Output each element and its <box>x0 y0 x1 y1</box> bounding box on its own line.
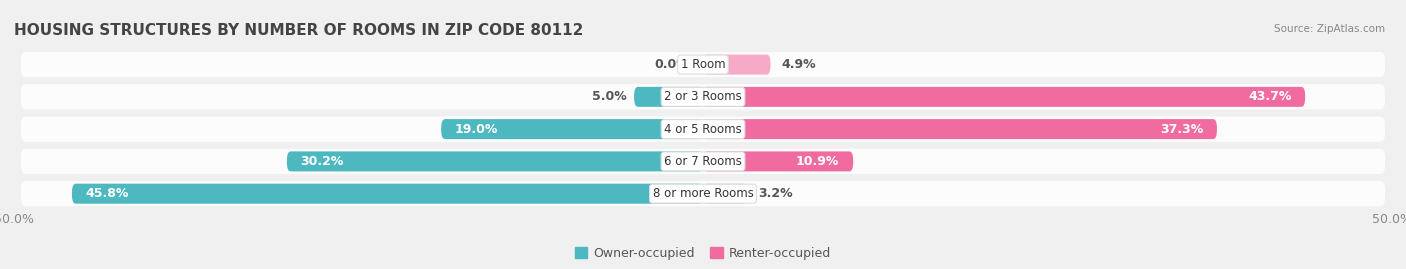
FancyBboxPatch shape <box>441 119 703 139</box>
FancyBboxPatch shape <box>703 184 747 204</box>
Text: 30.2%: 30.2% <box>301 155 344 168</box>
Text: 43.7%: 43.7% <box>1249 90 1291 103</box>
Text: 19.0%: 19.0% <box>456 123 498 136</box>
FancyBboxPatch shape <box>21 52 1385 77</box>
FancyBboxPatch shape <box>72 184 703 204</box>
Text: Source: ZipAtlas.com: Source: ZipAtlas.com <box>1274 24 1385 34</box>
Text: 6 or 7 Rooms: 6 or 7 Rooms <box>664 155 742 168</box>
FancyBboxPatch shape <box>287 151 703 171</box>
Text: 1 Room: 1 Room <box>681 58 725 71</box>
FancyBboxPatch shape <box>703 87 1305 107</box>
FancyBboxPatch shape <box>21 116 1385 142</box>
Text: HOUSING STRUCTURES BY NUMBER OF ROOMS IN ZIP CODE 80112: HOUSING STRUCTURES BY NUMBER OF ROOMS IN… <box>14 23 583 38</box>
Text: 0.0%: 0.0% <box>654 58 689 71</box>
Text: 4.9%: 4.9% <box>782 58 815 71</box>
FancyBboxPatch shape <box>21 84 1385 109</box>
Text: 8 or more Rooms: 8 or more Rooms <box>652 187 754 200</box>
Text: 4 or 5 Rooms: 4 or 5 Rooms <box>664 123 742 136</box>
Text: 2 or 3 Rooms: 2 or 3 Rooms <box>664 90 742 103</box>
Text: 37.3%: 37.3% <box>1160 123 1204 136</box>
Text: 3.2%: 3.2% <box>758 187 793 200</box>
Text: 10.9%: 10.9% <box>796 155 839 168</box>
FancyBboxPatch shape <box>634 87 703 107</box>
FancyBboxPatch shape <box>703 55 770 75</box>
FancyBboxPatch shape <box>21 149 1385 174</box>
FancyBboxPatch shape <box>703 151 853 171</box>
FancyBboxPatch shape <box>703 119 1218 139</box>
Text: 45.8%: 45.8% <box>86 187 129 200</box>
Legend: Owner-occupied, Renter-occupied: Owner-occupied, Renter-occupied <box>569 242 837 265</box>
Text: 5.0%: 5.0% <box>592 90 627 103</box>
FancyBboxPatch shape <box>21 181 1385 206</box>
